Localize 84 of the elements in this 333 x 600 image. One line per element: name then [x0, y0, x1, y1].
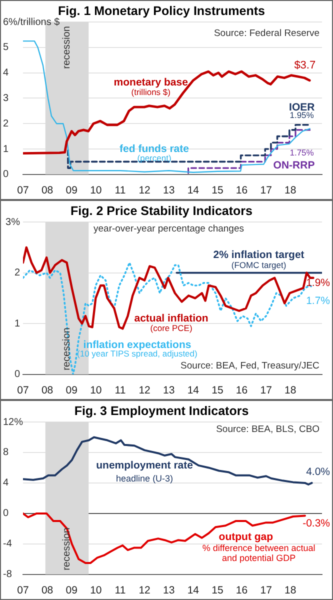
y-tick-label: 1 — [14, 318, 20, 330]
x-tick-label: 07 — [17, 184, 29, 197]
y-tick-label: 0 — [14, 369, 20, 380]
annotation: 1.75% — [290, 147, 314, 158]
annotation: (trillions $) — [131, 86, 171, 97]
x-tick-label: 07 — [17, 384, 29, 397]
y-tick-label: 2 — [3, 118, 9, 130]
x-tick-label: 11 — [114, 384, 126, 397]
series-label: output gap — [218, 530, 274, 543]
x-tick-label: 15 — [212, 384, 224, 397]
series-label: 2% inflation target — [213, 248, 305, 261]
annotation: (percent) — [137, 152, 172, 163]
x-tick-label: 14 — [187, 184, 200, 197]
annotation: $3.7 — [294, 59, 316, 72]
x-tick-label: 14 — [187, 584, 200, 597]
annotation: 4.0% — [306, 466, 330, 478]
y-tick-label: 12% — [3, 416, 24, 428]
annotation: -0.3% — [302, 518, 330, 530]
band-label: recession — [62, 328, 73, 370]
chart-title: Fig. 3 Employment Indicators — [74, 404, 249, 418]
y-tick-label: 0 — [3, 508, 9, 520]
x-tick-label: 09 — [66, 584, 78, 597]
annotation: Source: Federal Reserve — [214, 28, 320, 40]
x-tick-label: 12 — [138, 384, 151, 397]
x-tick-label: 10 — [90, 384, 102, 397]
band-label: recession — [62, 26, 73, 69]
x-tick-label: 16 — [236, 584, 248, 597]
x-tick-label: 08 — [41, 384, 54, 397]
x-tick-label: 13 — [163, 584, 175, 597]
chart-title: Fig. 2 Price Stability Indicators — [70, 204, 253, 218]
x-tick-label: 07 — [17, 584, 29, 597]
chart-subtitle: year-over-year percentage changes — [93, 224, 244, 235]
x-tick-label: 17 — [260, 584, 272, 597]
y-tick-label: 0 — [3, 169, 9, 180]
x-tick-label: 09 — [66, 384, 78, 397]
y-tick-label: -8 — [3, 569, 12, 580]
x-tick-label: 17 — [260, 184, 272, 197]
band-label: recession — [62, 528, 73, 570]
x-tick-label: 08 — [41, 584, 54, 597]
y-tick-label: 3% — [6, 216, 20, 228]
y-tick-label: 3 — [3, 92, 9, 104]
y-tick-label: 2 — [14, 268, 20, 279]
annotation: (core PCE) — [150, 323, 192, 334]
y-tick-label: -4 — [3, 538, 12, 550]
x-tick-label: 18 — [284, 384, 296, 397]
x-tick-label: 14 — [187, 384, 200, 397]
y-tick-label: 8 — [3, 447, 9, 458]
x-tick-label: 09 — [66, 184, 78, 197]
chart-title: Fig. 1 Monetary Policy Instruments — [58, 4, 266, 18]
x-tick-label: 10 — [90, 584, 102, 597]
x-tick-label: 18 — [284, 184, 296, 197]
series-label: actual inflation — [134, 312, 208, 324]
x-tick-label: 10 — [90, 184, 102, 197]
series-label: ON-RRP — [273, 160, 315, 172]
y-tick-label: 5 — [3, 42, 9, 54]
x-tick-label: 13 — [163, 384, 175, 397]
series-label: unemployment rate — [96, 459, 194, 472]
annotation: headline (U-3) — [116, 474, 174, 484]
x-tick-label: 15 — [212, 584, 224, 597]
x-tick-label: 12 — [138, 184, 151, 197]
x-tick-label: 17 — [260, 384, 272, 397]
x-tick-label: 16 — [236, 184, 248, 197]
y-tick-label: 4 — [3, 478, 9, 489]
series-label: monetary base — [114, 76, 188, 88]
x-tick-label: 13 — [163, 184, 175, 197]
x-tick-label: 11 — [114, 584, 126, 597]
y-tick-label: 1 — [3, 144, 9, 155]
annotation: Source: BEA, Fed, Treasury/JEC — [180, 360, 320, 372]
annotation: 1.7% — [306, 294, 330, 307]
x-tick-label: 15 — [212, 184, 224, 197]
x-tick-label: 11 — [114, 184, 126, 197]
annotation: 1.95% — [290, 110, 314, 120]
annotation: Source: BEA, BLS, CBO — [216, 424, 320, 436]
series-label: fed funds rate — [120, 142, 190, 155]
y-tick-label: 6%/trillions $ — [3, 16, 60, 28]
annotation: % difference between actual and potential GDP — [202, 542, 316, 563]
y-tick-label: 4 — [3, 68, 9, 79]
x-tick-label: 18 — [284, 584, 296, 597]
series-label: inflation expectations — [83, 338, 192, 351]
x-tick-label: 16 — [236, 384, 248, 397]
x-tick-label: 12 — [138, 584, 151, 597]
annotation: (FOMC target) — [231, 260, 286, 270]
x-tick-label: 08 — [41, 184, 54, 197]
annotation: 1.9% — [306, 276, 330, 289]
